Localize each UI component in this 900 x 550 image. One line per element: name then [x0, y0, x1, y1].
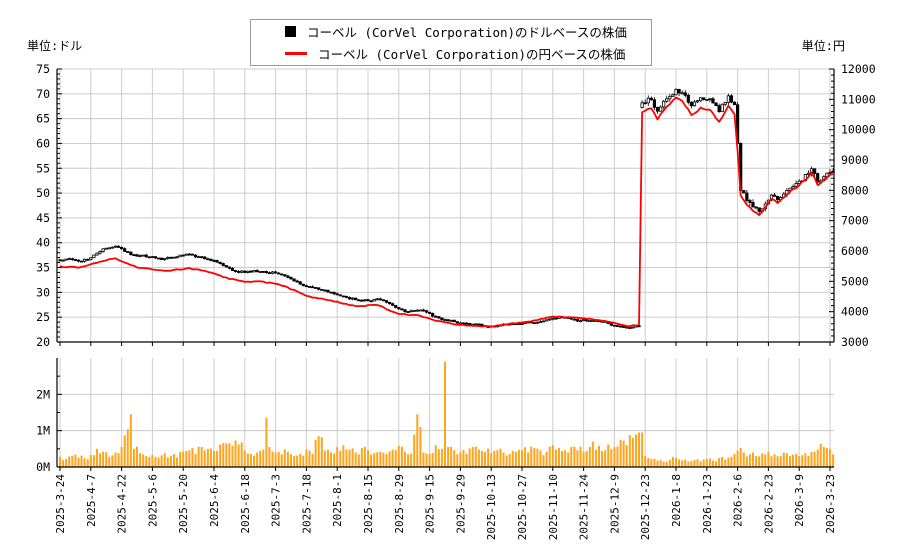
svg-text:2025-8-29: 2025-8-29 — [393, 474, 406, 534]
svg-text:55: 55 — [36, 161, 50, 175]
svg-text:45: 45 — [36, 211, 50, 225]
svg-text:0M: 0M — [36, 460, 50, 474]
svg-text:2025-8-1: 2025-8-1 — [331, 474, 344, 527]
legend-item-jpy: コーベル (CorVel Corporation)の円ベースの株価 — [251, 44, 651, 63]
svg-text:2025-8-15: 2025-8-15 — [362, 474, 375, 534]
usd-series-square-marker-icon — [285, 26, 296, 37]
left-axis-unit-label: 単位:ドル — [27, 39, 83, 53]
svg-text:50: 50 — [36, 186, 50, 200]
svg-text:2025-12-23: 2025-12-23 — [639, 474, 652, 540]
svg-text:2026-3-9: 2026-3-9 — [793, 474, 806, 527]
right-axis-unit-label: 単位:円 — [801, 39, 845, 53]
svg-text:70: 70 — [36, 87, 50, 101]
svg-text:20: 20 — [36, 335, 50, 349]
svg-text:9000: 9000 — [841, 153, 869, 167]
svg-text:2025-5-20: 2025-5-20 — [177, 474, 190, 534]
svg-text:3000: 3000 — [841, 335, 869, 349]
svg-text:2025-6-4: 2025-6-4 — [208, 474, 221, 527]
svg-text:35: 35 — [36, 261, 50, 275]
svg-text:2025-9-29: 2025-9-29 — [454, 474, 467, 534]
svg-text:25: 25 — [36, 310, 50, 324]
svg-text:8000: 8000 — [841, 183, 869, 197]
svg-text:65: 65 — [36, 112, 50, 126]
svg-text:11000: 11000 — [841, 92, 876, 106]
svg-text:2025-11-10: 2025-11-10 — [547, 474, 560, 540]
legend-item-usd: コーベル (CorVel Corporation)のドルベースの株価 — [251, 22, 651, 41]
svg-text:2026-2-23: 2026-2-23 — [762, 474, 775, 534]
svg-text:12000: 12000 — [841, 62, 876, 76]
svg-text:40: 40 — [36, 236, 50, 250]
svg-text:2025-11-24: 2025-11-24 — [578, 474, 591, 541]
svg-text:2025-7-3: 2025-7-3 — [270, 474, 283, 527]
svg-text:6000: 6000 — [841, 244, 869, 258]
svg-text:2026-1-8: 2026-1-8 — [670, 474, 683, 527]
svg-text:2025-6-18: 2025-6-18 — [239, 474, 252, 534]
svg-text:60: 60 — [36, 136, 50, 150]
svg-text:2025-5-6: 2025-5-6 — [146, 474, 159, 527]
svg-text:2025-10-13: 2025-10-13 — [485, 474, 498, 540]
svg-text:75: 75 — [36, 62, 50, 76]
svg-text:2025-10-27: 2025-10-27 — [516, 474, 529, 540]
svg-text:1M: 1M — [36, 424, 50, 438]
legend-label-usd: コーベル (CorVel Corporation)のドルベースの株価 — [307, 25, 627, 40]
svg-text:7000: 7000 — [841, 214, 869, 228]
svg-text:2025-4-22: 2025-4-22 — [116, 474, 129, 534]
svg-text:4000: 4000 — [841, 305, 869, 319]
svg-text:2025-9-15: 2025-9-15 — [424, 474, 437, 534]
svg-text:2026-2-6: 2026-2-6 — [732, 474, 745, 527]
svg-text:30: 30 — [36, 285, 50, 299]
jpy-series-line-marker-icon — [285, 52, 307, 55]
svg-text:2025-7-18: 2025-7-18 — [300, 474, 313, 534]
svg-text:2025-12-9: 2025-12-9 — [608, 474, 621, 534]
svg-text:2025-3-24: 2025-3-24 — [54, 474, 67, 534]
svg-text:2026-3-23: 2026-3-23 — [824, 474, 837, 534]
svg-text:2026-1-23: 2026-1-23 — [701, 474, 714, 534]
svg-text:5000: 5000 — [841, 274, 869, 288]
svg-text:10000: 10000 — [841, 123, 876, 137]
svg-text:2025-4-7: 2025-4-7 — [85, 474, 98, 527]
legend-box: コーベル (CorVel Corporation)のドルベースの株価 コーベル … — [250, 19, 652, 66]
svg-text:2M: 2M — [36, 387, 50, 401]
legend-label-jpy: コーベル (CorVel Corporation)の円ベースの株価 — [318, 47, 626, 62]
